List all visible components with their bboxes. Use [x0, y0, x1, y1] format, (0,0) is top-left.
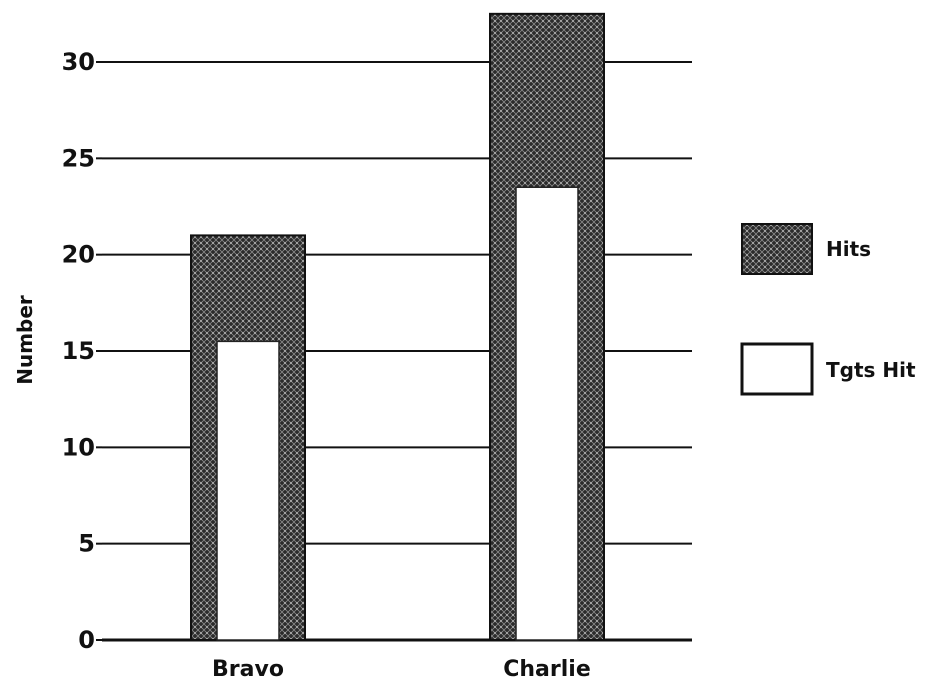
y-tick-label-25: 25: [62, 144, 95, 172]
category-label-bravo: Bravo: [212, 657, 284, 682]
y-tick-labels: 0 5 10 15 20 25 30: [62, 48, 95, 654]
category-labels: Bravo Charlie: [212, 657, 591, 682]
y-tick-label-15: 15: [62, 337, 95, 365]
y-tick-label-10: 10: [62, 433, 95, 461]
legend-swatch-tgts-hit: [740, 342, 814, 396]
legend-label-hits: Hits: [826, 237, 871, 261]
category-label-charlie: Charlie: [503, 657, 591, 682]
bars: [190, 12, 605, 642]
y-tick-label-5: 5: [78, 530, 95, 558]
y-axis-title: Number: [13, 295, 37, 385]
y-tick-label-0: 0: [78, 626, 95, 654]
legend-swatch-hits: [741, 223, 813, 275]
y-tick-label-30: 30: [62, 48, 95, 76]
legend-label-tgts-hit: Tgts Hit: [826, 358, 916, 382]
y-tick-label-20: 20: [62, 241, 95, 269]
bar-tgts-hit-charlie: [515, 186, 579, 641]
bar-tgts-hit-bravo: [216, 340, 280, 641]
legend: Hits Tgts Hit: [740, 223, 916, 396]
